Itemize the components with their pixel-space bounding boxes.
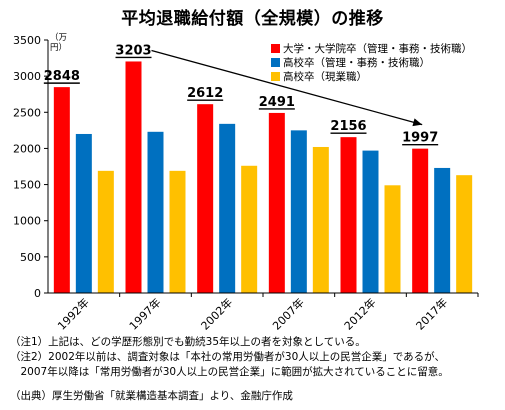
data-label: 2491 — [259, 95, 295, 110]
y-tick-label: 3000 — [13, 70, 41, 83]
bar-0-4 — [340, 137, 357, 293]
y-axis: 0 500 1000 1500 2000 2500 3000 3500 （万円） — [13, 32, 67, 300]
y-tick-label: 1000 — [13, 215, 41, 228]
data-label: 1997 — [402, 131, 438, 146]
y-tick-label: 2500 — [13, 106, 41, 119]
chart-title: 平均退職給付額（全規模）の推移 — [121, 9, 384, 29]
legend-item-2: 高校卒（現業職） — [271, 71, 367, 84]
x-axis: 1992年 1997年 2002年 2007年 2012年 2017年 — [48, 292, 479, 333]
legend-label: 高校卒（現業職） — [283, 71, 367, 83]
x-tick-label: 1992年 — [54, 295, 91, 332]
bar-1-5 — [434, 167, 451, 293]
note-3: 2007年以降は「常用労働者が30人以上の民営企業」に範囲が拡大されていることに… — [10, 366, 449, 378]
trend-arrow — [151, 49, 423, 127]
bar-0-3 — [268, 112, 285, 294]
data-label: 2156 — [330, 119, 366, 134]
bars — [53, 61, 473, 294]
bar-2-3 — [312, 146, 329, 293]
source-note: （出典）厚生労働省「就業構造基本調査」より、金融庁作成 — [10, 390, 293, 402]
bar-1-1 — [147, 131, 164, 293]
y-unit-label: 円） — [50, 42, 67, 53]
note-1: （注1）上記は、どの学歴形態別でも勤続35年以上の者を対象としている。 — [10, 336, 366, 348]
bar-1-3 — [290, 130, 307, 293]
legend-label: 大学・大学院卒（管理・事務・技術職） — [283, 43, 472, 55]
bar-2-0 — [97, 170, 114, 293]
legend-item-0: 大学・大学院卒（管理・事務・技術職） — [271, 43, 472, 56]
trend-line — [151, 49, 423, 126]
legend-item-1: 高校卒（管理・事務・技術職） — [271, 57, 430, 70]
bar-chart: 0 500 1000 1500 2000 2500 3000 3500 （万円） 2848 320… — [13, 32, 479, 333]
x-tick-label: 2002年 — [198, 295, 235, 332]
data-label: 2612 — [187, 86, 223, 101]
y-tick-label: 2000 — [13, 142, 41, 155]
y-tick-label: 0 — [34, 287, 41, 300]
y-tick-label: 500 — [20, 251, 41, 264]
legend-label: 高校卒（管理・事務・技術職） — [283, 57, 430, 69]
bar-2-4 — [384, 185, 401, 293]
trend-arrowhead — [412, 118, 423, 127]
bar-2-2 — [241, 165, 258, 293]
bar-2-5 — [456, 175, 473, 293]
legend-swatch — [271, 58, 280, 67]
legend-swatch — [271, 72, 280, 81]
legend-swatch — [271, 44, 280, 53]
bar-0-0 — [53, 87, 70, 294]
note-2: （注2）2002年以前は、調査対象は「本社の常用労働者が30人以上の民営企業」で… — [10, 351, 445, 363]
data-labels: 2848 3203 2612 2491 2156 1997 — [44, 43, 439, 145]
data-label: 2848 — [44, 69, 80, 84]
bar-1-4 — [362, 150, 379, 293]
bar-2-1 — [169, 170, 186, 293]
bar-1-0 — [75, 133, 92, 293]
bar-0-5 — [412, 148, 429, 293]
bar-1-2 — [219, 123, 236, 293]
data-label: 3203 — [115, 43, 151, 58]
bar-0-1 — [125, 61, 142, 293]
bar-0-2 — [197, 104, 214, 293]
x-tick-label: 2017年 — [413, 295, 450, 332]
y-tick-label: 3500 — [13, 34, 41, 47]
y-unit-label: （万 — [50, 32, 67, 43]
x-tick-label: 2012年 — [341, 295, 378, 332]
x-tick-label: 2007年 — [269, 295, 306, 332]
x-tick-label: 1997年 — [126, 295, 163, 332]
y-tick-label: 1500 — [13, 179, 41, 192]
